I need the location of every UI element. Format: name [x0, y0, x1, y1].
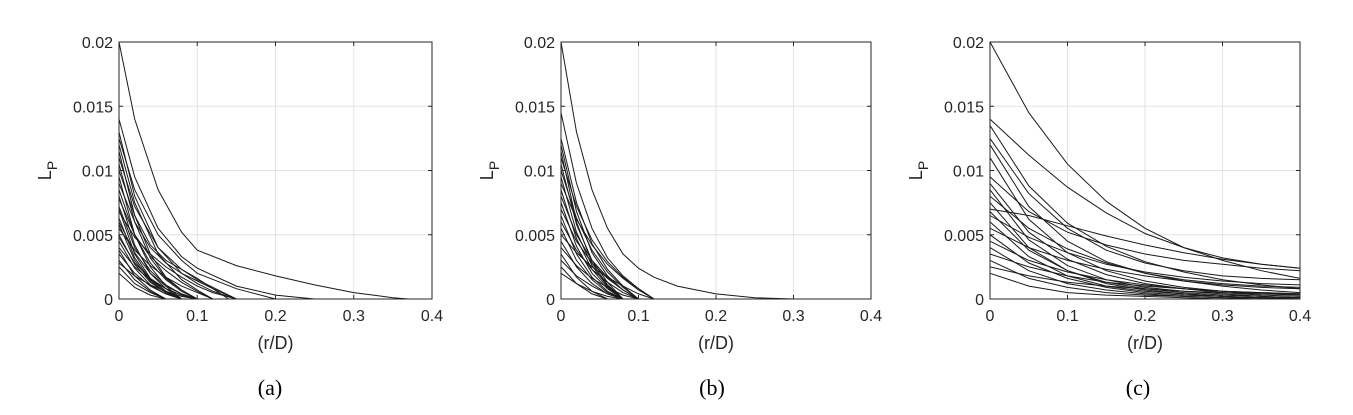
x-axis-label-b: (r/D)	[698, 333, 734, 353]
x-axis-label-c: (r/D)	[1127, 333, 1163, 353]
panel-label-b: (b)	[699, 375, 725, 400]
x-tick-label-a: 0	[115, 308, 124, 325]
curve-a-2	[118, 118, 315, 300]
panel-label-c: (c)	[1126, 375, 1150, 400]
x-tick-label-a: 0.4	[421, 308, 443, 325]
y-tick-label-b: 0.005	[515, 228, 555, 245]
x-tick-label-b: 0.3	[782, 308, 804, 325]
x-tick-label-c: 0	[986, 308, 995, 325]
curve-c-19	[989, 247, 1301, 300]
curve-a-30	[118, 266, 167, 300]
curve-c-14	[989, 215, 1301, 286]
x-tick-label-a: 0.1	[186, 308, 208, 325]
x-tick-label-c: 0.2	[1134, 308, 1156, 325]
panel-a: 0 0.1 0.2 0.3 0.4 0 0.005 0.01 0.015 0.02 (r/D) LP	[35, 35, 443, 353]
y-tick-label-a: 0.01	[82, 164, 113, 181]
panel-label-a: (a)	[258, 375, 282, 400]
curve-a-3	[118, 131, 237, 300]
x-tick-label-a: 0.2	[264, 308, 286, 325]
panel-c: 0 0.1 0.2 0.3 0.4 0 0.005 0.01 0.015 0.02 (r/D) LP	[906, 35, 1311, 353]
x-tick-label-b: 0.2	[705, 308, 727, 325]
panel-b: 0 0.1 0.2 0.3 0.4 0 0.005 0.01 0.015 0.02 (r/D) LP	[477, 35, 882, 353]
y-tick-label-b: 0.015	[515, 99, 555, 116]
curve-c-4	[989, 138, 1301, 281]
curve-b-17	[560, 228, 624, 300]
x-tick-label-b: 0.1	[627, 308, 649, 325]
y-tick-label-c: 0.01	[953, 164, 984, 181]
y-tick-label-a: 0.02	[82, 35, 113, 52]
curve-a-25	[118, 247, 198, 300]
curve-c-12	[989, 208, 1301, 269]
curve-b-6	[560, 157, 655, 300]
curve-b-8	[560, 170, 639, 300]
curve-b-24	[560, 272, 624, 300]
curve-b-20	[560, 247, 639, 300]
y-tick-label-a: 0.005	[73, 228, 113, 245]
curve-b-23	[560, 266, 608, 300]
curve-b-10	[560, 183, 655, 300]
y-tick-label-c: 0.02	[953, 35, 984, 52]
curve-a-19	[118, 221, 198, 300]
y-axis-label-a: LP	[35, 161, 60, 180]
curve-a-1	[118, 41, 409, 300]
curve-c-22	[989, 266, 1300, 295]
curve-c-8	[989, 183, 1301, 297]
x-tick-label-b: 0.4	[860, 308, 882, 325]
curve-a-8	[118, 163, 198, 300]
x-tick-label-b: 0	[557, 308, 566, 325]
x-tick-label-c: 0.4	[1289, 308, 1311, 325]
y-tick-label-c: 0.015	[944, 99, 984, 116]
curve-a-29	[118, 262, 198, 300]
curve-b-13	[560, 202, 624, 300]
curve-b-22	[560, 260, 624, 300]
y-tick-label-b: 0.02	[524, 35, 555, 52]
x-tick-label-c: 0.3	[1211, 308, 1233, 325]
curve-b-18	[560, 234, 655, 300]
curve-b-3	[560, 138, 639, 300]
x-tick-label-c: 0.1	[1056, 308, 1078, 325]
curve-b-14	[560, 208, 639, 300]
curve-b-16	[560, 221, 639, 300]
curve-c-20	[989, 253, 1301, 295]
curve-b-21	[560, 253, 608, 300]
curve-a-27	[118, 253, 182, 300]
curve-a-21	[118, 228, 214, 300]
x-axis-label-a: (r/D)	[258, 333, 294, 353]
curve-a-5	[118, 144, 214, 300]
curve-a-11	[118, 183, 237, 300]
curve-a-31	[118, 272, 167, 300]
curve-a-17	[118, 211, 237, 300]
y-tick-label-a: 0.015	[73, 99, 113, 116]
y-tick-label-c: 0	[975, 292, 984, 309]
x-tick-label-a: 0.3	[343, 308, 365, 325]
curve-b-1	[560, 41, 794, 300]
y-axis-label-b: LP	[477, 161, 502, 180]
curve-c-16	[989, 227, 1301, 290]
curve-a-4	[118, 138, 276, 300]
y-tick-label-b: 0	[546, 292, 555, 309]
y-tick-label-a: 0	[104, 292, 113, 309]
curve-a-14	[118, 198, 214, 300]
y-tick-label-c: 0.005	[944, 228, 984, 245]
curve-c-10	[989, 195, 1301, 288]
y-axis-label-c: LP	[906, 161, 931, 180]
y-tick-label-b: 0.01	[524, 164, 555, 181]
